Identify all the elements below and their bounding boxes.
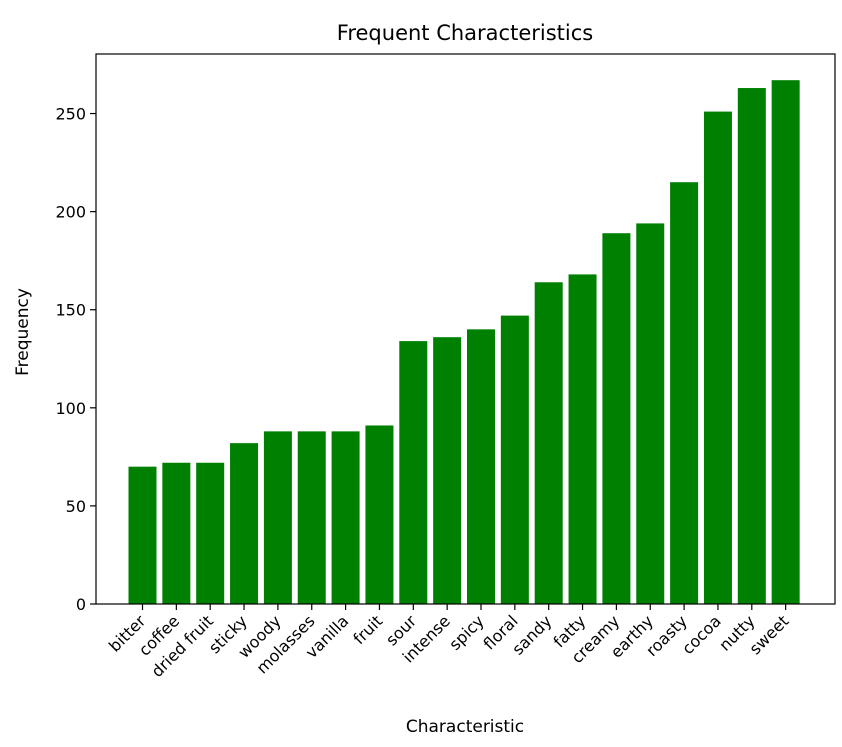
x-axis-label: Characteristic (406, 717, 524, 737)
bar-cocoa (703, 111, 732, 604)
bar-molasses (297, 431, 326, 604)
bar-bitter (128, 466, 157, 604)
bar-sour (399, 341, 428, 604)
y-tick-label: 150 (55, 301, 86, 320)
bar-nutty (737, 88, 766, 605)
bar-fruit (365, 425, 394, 604)
chart-title: Frequent Characteristics (337, 21, 593, 45)
bar-intense (433, 337, 462, 604)
x-tick-label-spicy: spicy (445, 611, 488, 654)
bar-earthy (636, 223, 665, 604)
y-tick-label: 200 (55, 203, 86, 222)
bar-creamy (602, 233, 631, 604)
x-tick-label-sweet: sweet (746, 611, 793, 658)
bar-roasty (670, 182, 699, 604)
x-tick-label-cocoa: cocoa (678, 611, 725, 658)
plot-frame (95, 53, 836, 605)
bar-sandy (534, 282, 563, 604)
bar-coffee (162, 462, 191, 604)
bar-fatty (568, 274, 597, 604)
bar-sweet (771, 80, 800, 604)
y-tick-label: 100 (55, 399, 86, 418)
y-axis-label: Frequency (13, 288, 33, 376)
bar-floral (500, 315, 529, 604)
y-tick-label: 250 (55, 105, 86, 124)
x-tick-label-fruit: fruit (349, 611, 386, 648)
bar-sticky (230, 443, 259, 604)
y-tick-label: 50 (66, 497, 86, 516)
bar-dried-fruit (196, 462, 225, 604)
y-tick-label: 0 (76, 595, 86, 614)
bar-spicy (467, 329, 495, 604)
bar-vanilla (331, 431, 360, 604)
bars-layer (128, 80, 800, 605)
bar-woody (263, 431, 292, 604)
